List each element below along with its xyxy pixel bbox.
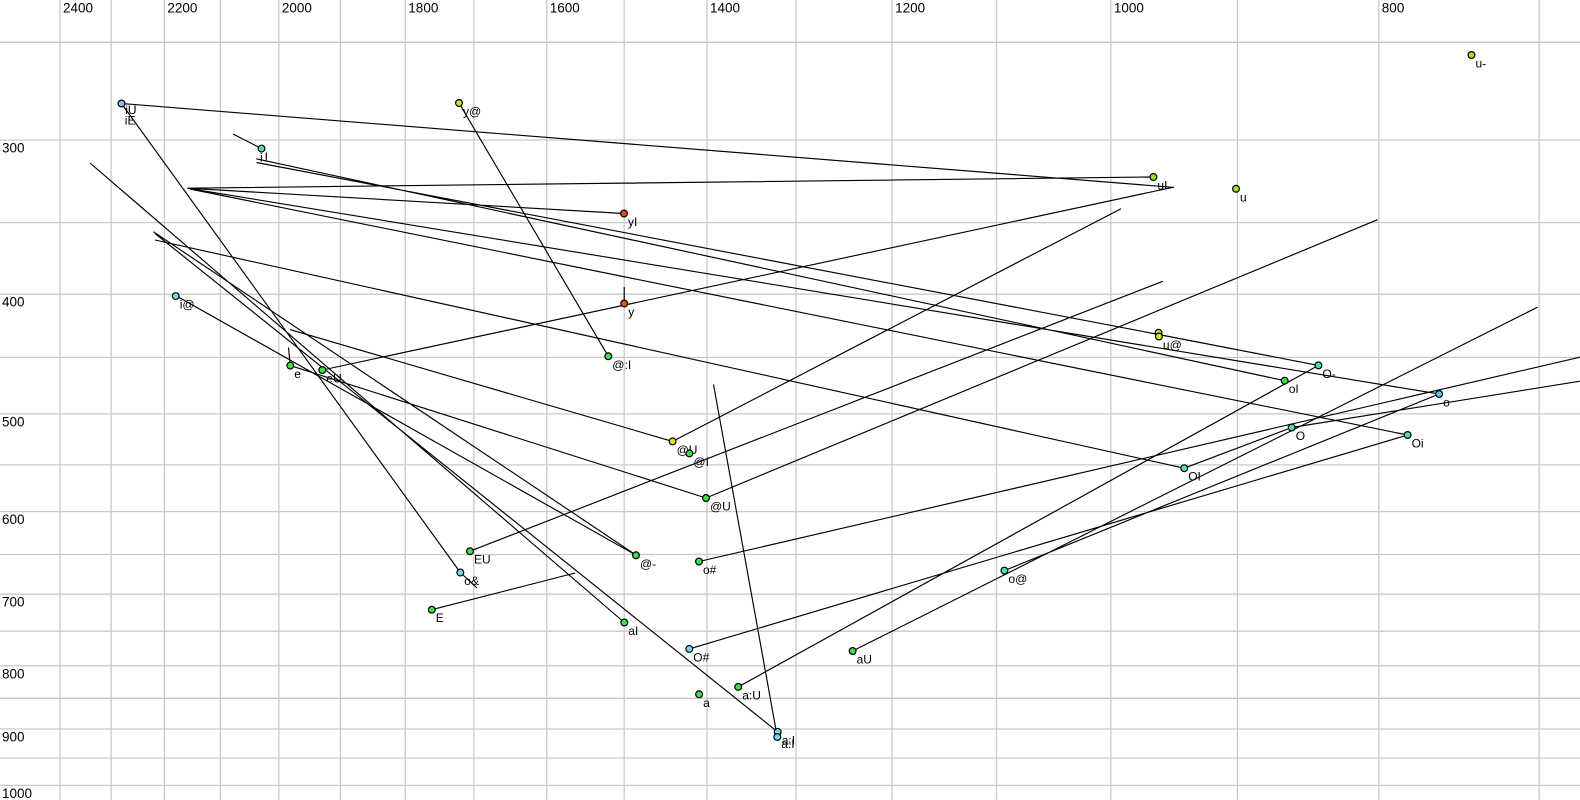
svg-text:e: e — [294, 367, 301, 381]
svg-text:O#: O# — [693, 650, 709, 664]
svg-text:600: 600 — [2, 512, 25, 527]
svg-text:a:I: a:I — [781, 737, 794, 751]
svg-text:@:I: @:I — [612, 358, 631, 372]
svg-text:iU: iU — [125, 103, 136, 117]
svg-text:500: 500 — [2, 414, 25, 429]
svg-text:u-: u- — [1476, 57, 1487, 71]
svg-text:O: O — [1296, 429, 1305, 443]
svg-text:i@: i@ — [180, 298, 195, 312]
svg-text:u@: u@ — [1163, 338, 1182, 352]
svg-text:O-: O- — [1322, 367, 1335, 381]
svg-text:400: 400 — [2, 295, 25, 310]
svg-text:@U: @U — [710, 500, 731, 514]
svg-text:1000: 1000 — [2, 786, 32, 800]
svg-text:iE: iE — [125, 114, 136, 128]
svg-text:i: i — [260, 151, 263, 165]
svg-text:800: 800 — [1382, 1, 1405, 16]
svg-text:2200: 2200 — [167, 1, 197, 16]
svg-text:o&: o& — [464, 574, 479, 588]
svg-text:eU: eU — [326, 372, 341, 386]
svg-text:oI: oI — [1289, 382, 1299, 396]
svg-text:u: u — [1240, 190, 1247, 204]
svg-text:a:I: a:I — [782, 733, 795, 747]
svg-text:300: 300 — [2, 141, 25, 156]
svg-text:1000: 1000 — [1114, 1, 1144, 16]
svg-text:700: 700 — [2, 595, 25, 610]
svg-text:2400: 2400 — [63, 1, 93, 16]
svg-text:1200: 1200 — [895, 1, 925, 16]
svg-text:@-: @- — [640, 557, 656, 571]
svg-text:E: E — [436, 611, 444, 625]
svg-text:uI: uI — [1157, 179, 1167, 193]
svg-text:900: 900 — [2, 730, 25, 745]
svg-text:EU: EU — [474, 553, 491, 567]
svg-text:a:U: a:U — [742, 688, 761, 702]
svg-text:800: 800 — [2, 666, 25, 681]
svg-text:2000: 2000 — [282, 1, 312, 16]
svg-text:y@: y@ — [463, 105, 481, 119]
svg-text:o: o — [1443, 396, 1450, 410]
svg-text:aI: aI — [628, 624, 638, 638]
svg-text:Oi: Oi — [1412, 437, 1424, 451]
svg-text:y: y — [628, 305, 634, 319]
svg-text:o#: o# — [703, 563, 717, 577]
svg-text:1400: 1400 — [710, 1, 740, 16]
svg-text:@I: @I — [693, 455, 709, 469]
svg-text:1600: 1600 — [550, 1, 580, 16]
svg-text:o@: o@ — [1008, 572, 1027, 586]
svg-text:1800: 1800 — [408, 1, 438, 16]
svg-text:aU: aU — [857, 653, 872, 667]
svg-text:yI: yI — [628, 215, 637, 229]
svg-text:a: a — [703, 696, 710, 710]
svg-text:OI: OI — [1188, 470, 1201, 484]
